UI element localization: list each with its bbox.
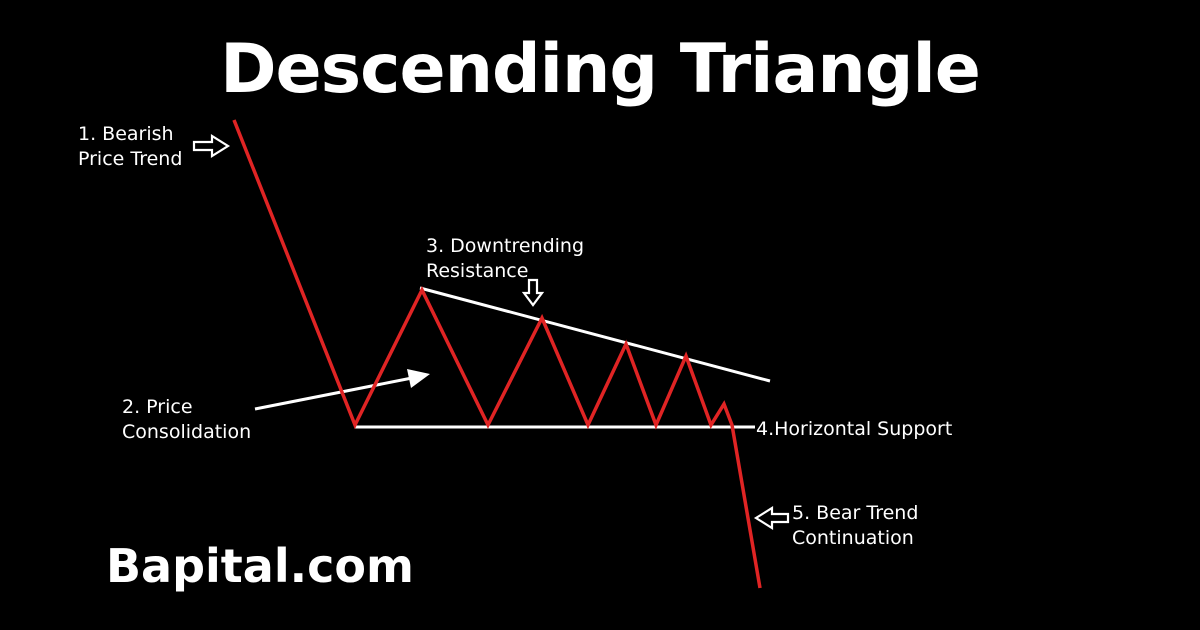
page-title: Descending Triangle [220,30,981,109]
arrow-right-icon [192,134,231,158]
consolidation-arrow-shaft [254,376,413,411]
label-bearish-trend-line2: Price Trend [78,148,183,170]
brand-logo-text: Bapital.com [106,539,414,593]
label-bearish-trend: 1. Bearish Price Trend [78,122,182,172]
label-resistance-line1: 3. Downtrending [426,235,585,257]
label-horizontal-support: 4.Horizontal Support [756,418,953,440]
label-continuation-line1: 5. Bear Trend [792,502,919,524]
arrow-down-icon [521,278,545,307]
label-continuation-line2: Continuation [792,527,914,549]
label-resistance-line2: Resistance [426,260,529,282]
label-resistance: 3. Downtrending Resistance [426,234,584,284]
label-consolidation: 2. Price Consolidation [122,395,251,445]
label-bear-trend-continuation: 5. Bear Trend Continuation [792,501,918,551]
downtrending-resistance-line [419,286,771,383]
label-consolidation-line2: Consolidation [122,421,252,443]
arrow-left-icon [753,506,790,530]
price-path [232,119,762,589]
label-consolidation-line1: 2. Price [122,396,193,418]
consolidation-arrow-head [407,369,430,388]
label-bearish-trend-line1: 1. Bearish [78,123,174,145]
